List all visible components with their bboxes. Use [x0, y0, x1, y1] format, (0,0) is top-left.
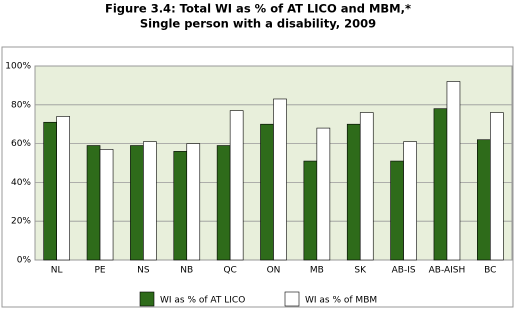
bar: [303, 160, 318, 261]
bar: [56, 116, 70, 261]
y-tick-label: 80%: [11, 100, 31, 110]
bar: [403, 141, 417, 261]
bar: [273, 98, 287, 261]
bar: [316, 127, 331, 261]
x-tick-label: NL: [51, 266, 63, 276]
bar: [490, 112, 504, 261]
y-tick-label: 60%: [11, 139, 31, 149]
y-tick-label: 20%: [11, 217, 31, 227]
bar: [260, 123, 274, 261]
bar: [229, 110, 244, 261]
bar: [216, 145, 231, 261]
x-tick-label: AB-IS: [392, 266, 416, 276]
legend-label: WI as % of AT LICO: [160, 296, 245, 306]
chart-title: Figure 3.4: Total WI as % of AT LICO and…: [105, 2, 411, 16]
chart-subtitle: Single person with a disability, 2009: [140, 17, 376, 31]
bar: [446, 81, 461, 261]
bar: [173, 151, 188, 261]
bar: [477, 139, 491, 261]
x-tick-label: NS: [137, 266, 150, 276]
bar: [99, 149, 114, 261]
chart-border: [1, 46, 514, 308]
x-tick-label: MB: [310, 266, 324, 276]
legend-label: WI as % of MBM: [305, 296, 377, 306]
x-tick-label: AB-AISH: [429, 266, 466, 276]
legend-swatch: [139, 291, 155, 307]
y-tick-label: 40%: [11, 178, 31, 188]
x-tick-label: BC: [484, 266, 496, 276]
x-tick-label: NB: [180, 266, 193, 276]
x-tick-label: QC: [223, 266, 236, 276]
bar: [186, 143, 201, 261]
bar: [433, 108, 448, 261]
x-tick-label: PE: [94, 266, 105, 276]
bar: [346, 123, 361, 261]
bar: [143, 141, 157, 261]
y-tick-label: 0%: [17, 256, 32, 266]
x-tick-label: ON: [267, 266, 281, 276]
bar: [390, 160, 404, 261]
y-tick-label: 100%: [5, 62, 31, 72]
bar: [130, 145, 144, 261]
bar: [43, 121, 57, 261]
legend-swatch: [284, 291, 300, 307]
bar: [359, 112, 374, 261]
bar: [86, 145, 101, 261]
x-tick-label: SK: [354, 266, 367, 276]
